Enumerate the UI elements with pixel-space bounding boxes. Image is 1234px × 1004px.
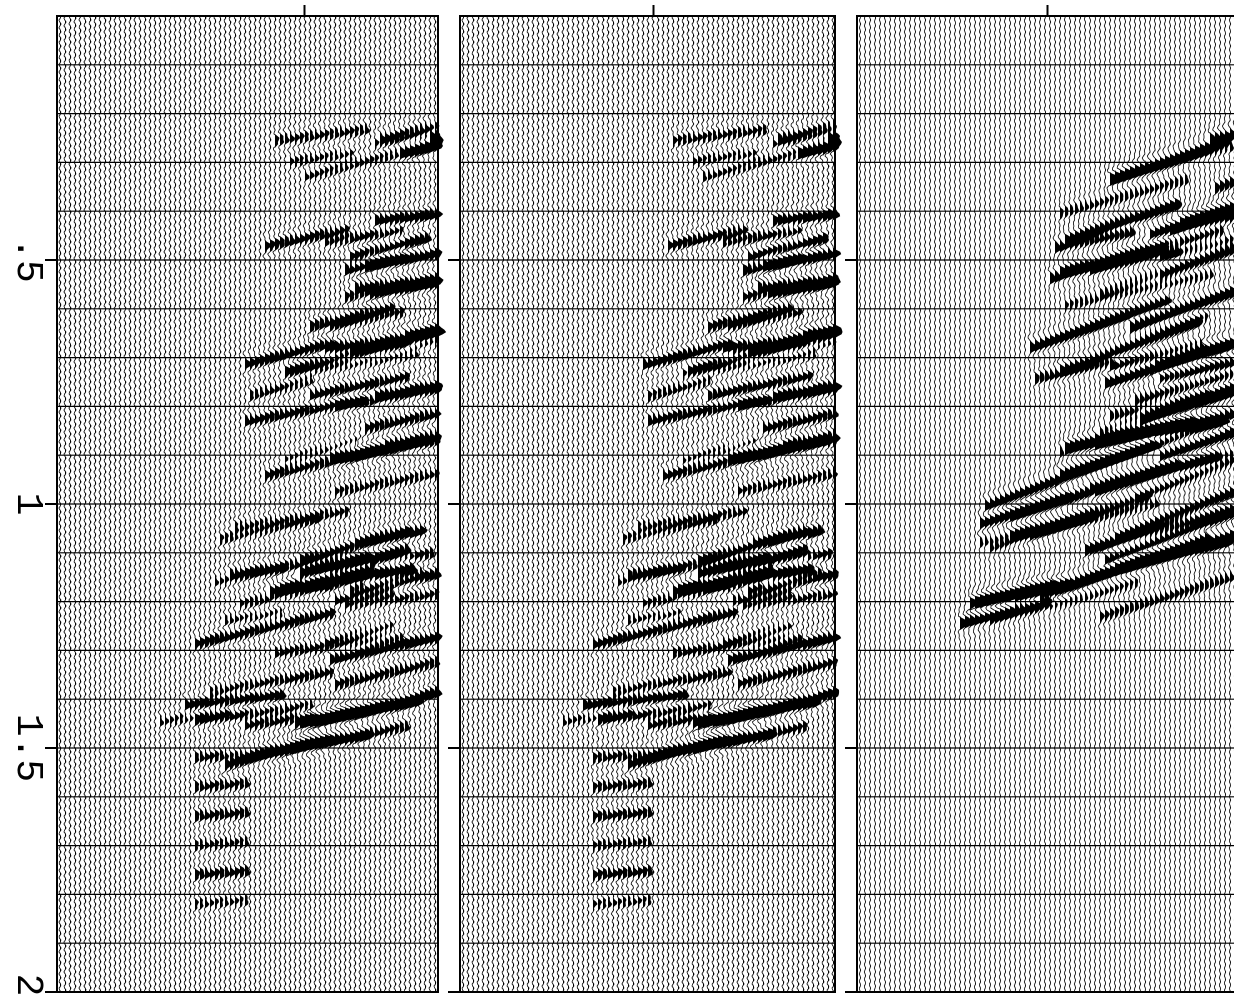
- y-tick-label: .5: [6, 237, 49, 283]
- panel: [459, 5, 843, 993]
- panel: [856, 5, 1234, 993]
- y-tick-label: 1.5: [6, 714, 49, 782]
- y-tick-label: 1: [6, 493, 49, 516]
- y-tick-label: 2: [6, 974, 49, 997]
- panel: [56, 5, 447, 993]
